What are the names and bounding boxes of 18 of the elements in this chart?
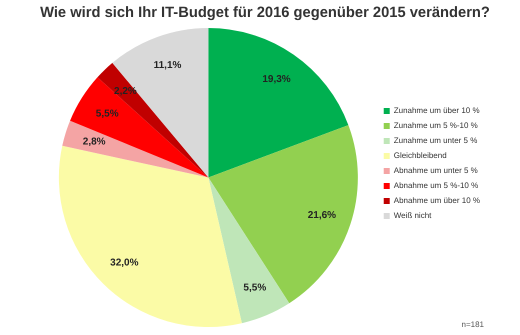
data-label: 32,0%: [110, 257, 139, 268]
legend-label: Weiß nicht: [394, 211, 432, 220]
legend-label: Abnahme um über 10 %: [394, 196, 480, 206]
legend-label: Zunahme um über 10 %: [394, 106, 480, 116]
data-label: 11,1%: [154, 60, 182, 71]
legend-label: Gleichbleibend: [394, 151, 447, 160]
text: n=181: [462, 320, 484, 329]
data-label: 21,6%: [308, 210, 336, 221]
legend-label: Zunahme um 5 %-10 %: [394, 121, 478, 130]
data-label: 2,2%: [114, 86, 137, 98]
chart-title: Wie wird sich Ihr IT-Budget für 2016 gegenüber 2015 verändern?: [40, 5, 490, 22]
data-label: 5,5%: [243, 282, 266, 294]
data-label: 2,8%: [82, 136, 106, 148]
legend-label: Abnahme um 5 %-10 %: [394, 181, 478, 190]
legend-label: Zunahme um unter 5 %: [394, 136, 478, 146]
data-label: 5,5%: [96, 108, 119, 120]
legend-label: Abnahme um unter 5 %: [394, 166, 478, 176]
data-label: 19,3%: [262, 74, 291, 85]
